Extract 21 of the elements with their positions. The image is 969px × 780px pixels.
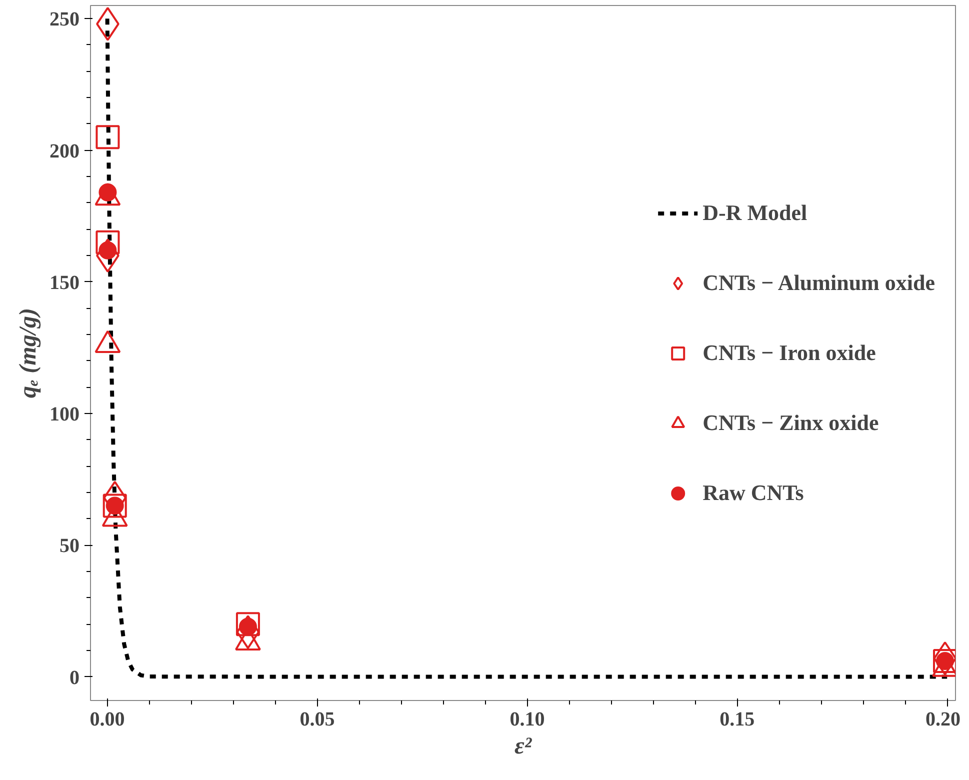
y-axis-title: qₑ (mg/g)	[16, 308, 42, 398]
y-tick-label: 50	[60, 535, 80, 558]
y-tick-label: 250	[50, 8, 80, 31]
x-tick-label: 0.10	[510, 708, 545, 730]
legend-label: D-R Model	[702, 200, 808, 226]
x-tick-label: 0.15	[720, 708, 755, 730]
point	[96, 230, 120, 254]
legend-label: CNTs − Zinx oxide	[702, 410, 879, 436]
legend-label: CNTs − Aluminum oxide	[702, 270, 935, 296]
legend-label: Raw CNTs	[702, 480, 804, 506]
x-tick-label: 0.20	[926, 708, 960, 730]
point	[96, 125, 120, 150]
y-tick-label: 0	[70, 666, 80, 689]
y-tick-label: 150	[50, 272, 80, 294]
x-axis-title: ε²	[514, 734, 532, 760]
legend-label: CNTs − Iron oxide	[702, 340, 876, 366]
y-tick-label: 200	[50, 140, 80, 162]
x-tick-label: 0.05	[300, 708, 335, 730]
point	[236, 612, 260, 636]
x-tick-label: 0.00	[90, 708, 125, 730]
y-tick-label: 100	[50, 404, 80, 426]
